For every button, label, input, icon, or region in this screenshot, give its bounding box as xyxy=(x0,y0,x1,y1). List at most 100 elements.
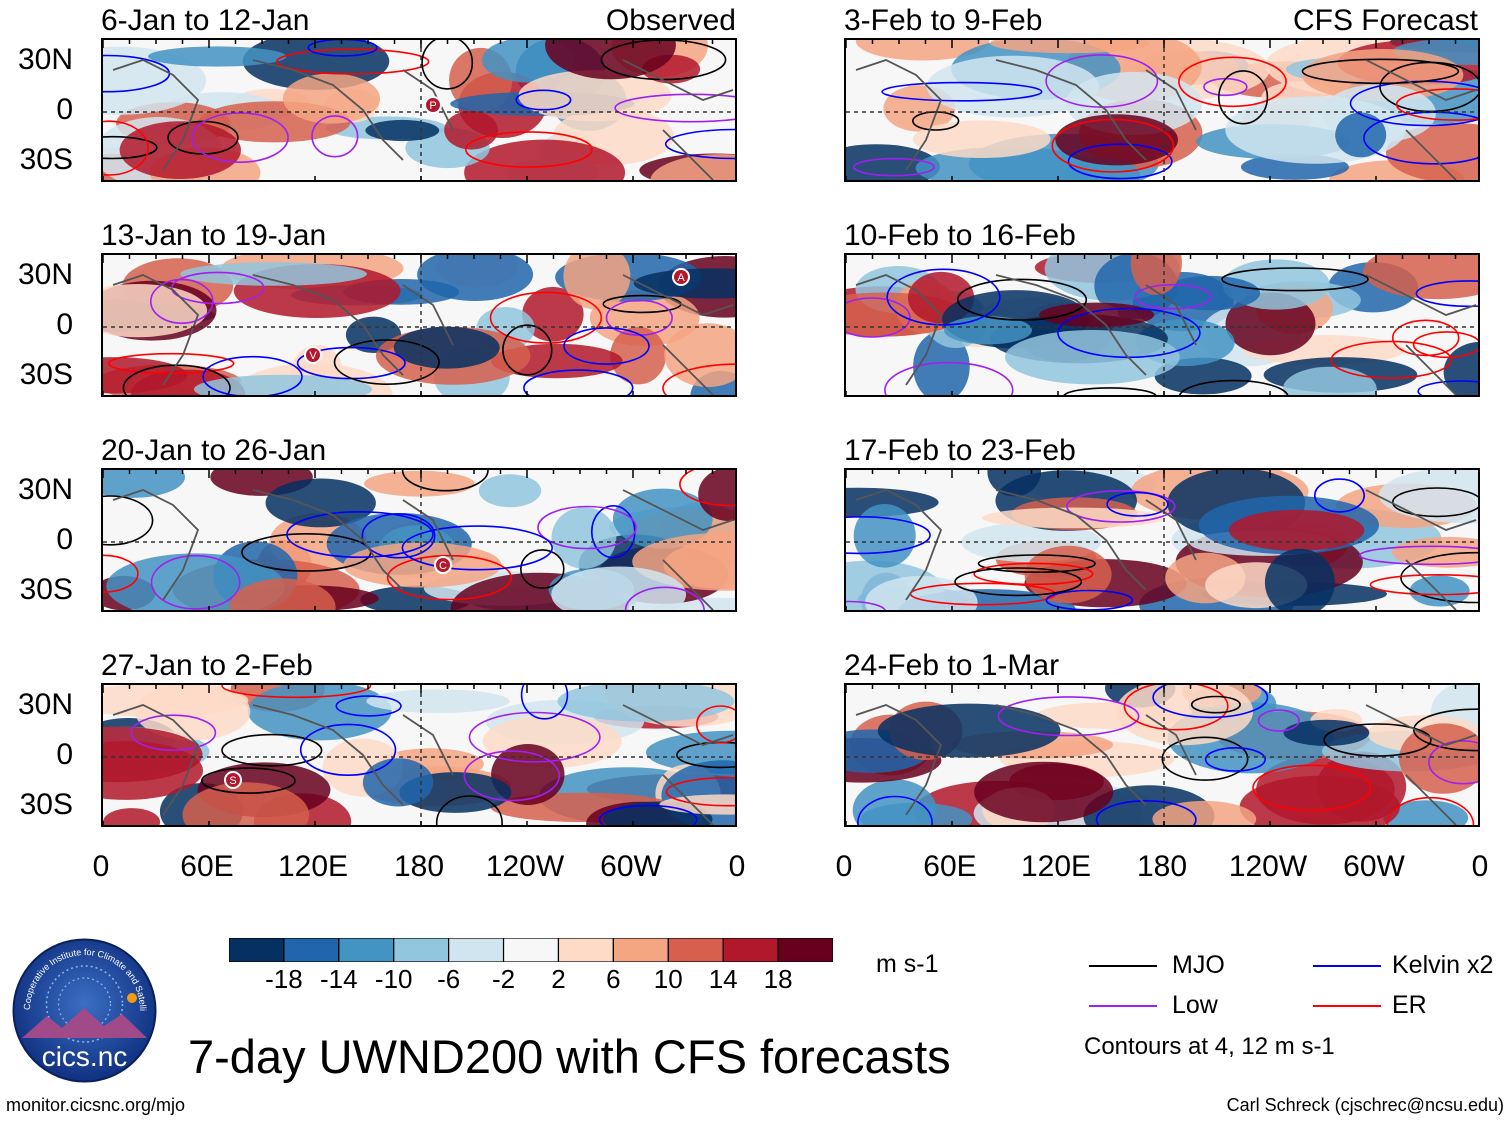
map-panel: S xyxy=(101,683,737,827)
colorbar-tick-label: 2 xyxy=(551,964,566,994)
wind-anomaly-blob xyxy=(698,470,735,521)
lon-tick-label: 60W xyxy=(600,850,662,883)
contour-line xyxy=(1252,764,1372,812)
wind-anomaly-blob xyxy=(1154,357,1252,395)
contour-note: Contours at 4, 12 m s-1 xyxy=(1084,1033,1335,1060)
wind-anomaly-blob xyxy=(135,685,251,741)
contour-line xyxy=(130,714,217,752)
wind-anomaly-blob xyxy=(229,578,336,610)
footer-credit: Carl Schreck (cjschrec@ncsu.edu) xyxy=(1226,1095,1504,1115)
map-panel: C xyxy=(101,468,737,612)
contour-line xyxy=(200,767,296,794)
storm-marker: C xyxy=(434,556,452,574)
wind-anomaly-blob xyxy=(563,255,631,310)
coastline xyxy=(112,274,734,395)
wind-anomaly-blob xyxy=(982,507,1165,529)
lon-tick-label: 0 xyxy=(1471,850,1489,883)
contour-line xyxy=(401,470,489,492)
coastline xyxy=(855,59,1477,180)
wind-anomaly-blob xyxy=(180,262,367,286)
colorbar-tick-label: 18 xyxy=(763,964,793,994)
contour-line xyxy=(1095,800,1197,825)
coastline xyxy=(855,489,1477,610)
logo-text: cics.nc xyxy=(42,1041,128,1072)
colorbar-tick-label: 6 xyxy=(606,964,621,994)
wind-anomaly-blob xyxy=(990,40,1150,54)
wind-anomaly-blob xyxy=(393,326,500,369)
contour-line xyxy=(679,470,735,507)
wind-anomaly-blob xyxy=(365,119,440,142)
contour-line xyxy=(1178,56,1287,108)
colorbar-swatch xyxy=(448,937,505,963)
wind-anomaly-blob xyxy=(366,689,510,713)
wind-anomaly-blob xyxy=(664,323,735,387)
lat-tick-label: 30N xyxy=(17,688,73,721)
lon-tick-label: 60E xyxy=(180,850,234,883)
wind-anomaly-blob xyxy=(557,685,735,722)
wind-anomaly-blob xyxy=(362,758,434,807)
wind-anomaly-blob xyxy=(1228,509,1365,551)
storm-marker-circle xyxy=(224,771,242,789)
wind-anomaly-blob xyxy=(247,685,392,741)
contour-line xyxy=(1391,319,1460,357)
colorbar-tick-label: -10 xyxy=(374,964,413,994)
wind-anomaly-blob xyxy=(282,73,381,124)
legend-label-low: Low xyxy=(1172,991,1218,1019)
contour-line xyxy=(286,510,434,559)
contour-line xyxy=(1218,70,1269,125)
legend-line-mjo xyxy=(1089,965,1157,967)
contour-line xyxy=(463,750,561,802)
panel-title-fc-2: 10-Feb to 16-Feb xyxy=(844,219,1076,252)
storm-marker-circle xyxy=(672,268,690,286)
contour-line xyxy=(202,355,303,395)
wind-anomaly-blob xyxy=(1055,114,1178,166)
coastline xyxy=(112,489,734,610)
legend-line-er xyxy=(1313,1005,1381,1007)
contour-line xyxy=(1204,747,1267,772)
forecast-label: CFS Forecast xyxy=(1292,4,1478,37)
legend-line-low xyxy=(1089,1005,1157,1007)
panel-title-fc-1: 3-Feb to 9-Feb xyxy=(844,4,1043,37)
wind-anomaly-blob xyxy=(1152,800,1257,825)
contour-line xyxy=(1313,478,1365,513)
contour-line xyxy=(886,268,1001,326)
storm-marker-label: C xyxy=(439,560,447,572)
lat-tick-label: 30N xyxy=(17,258,73,291)
colorbar-swatch xyxy=(612,937,669,963)
contour-line xyxy=(361,513,436,559)
cics-logo: Cooperative Institute for Climate and Sa… xyxy=(9,930,157,1083)
map-panel-svg: P xyxy=(103,40,735,180)
legend-label-mjo: MJO xyxy=(1172,951,1225,979)
storm-marker-circle xyxy=(424,96,442,114)
storm-marker-label: V xyxy=(309,350,317,362)
contour-line xyxy=(468,711,601,763)
coastline xyxy=(112,59,734,180)
contour-line xyxy=(523,369,634,395)
wind-anomaly-blob xyxy=(853,504,916,568)
map-panel-svg xyxy=(846,40,1478,180)
contour-line xyxy=(563,327,650,365)
contour-line xyxy=(662,363,735,395)
storm-marker-circle xyxy=(304,346,322,364)
wind-anomaly-blob xyxy=(1383,800,1469,825)
contour-line xyxy=(103,135,158,160)
storm-marker: P xyxy=(424,96,442,114)
colorbar-swatch xyxy=(228,937,285,963)
contour-line xyxy=(1106,491,1169,517)
map-panel-svg xyxy=(846,685,1478,825)
wind-anomaly-blob xyxy=(589,289,700,347)
storm-marker-label: S xyxy=(229,775,236,787)
contour-line xyxy=(846,516,931,555)
contour-line xyxy=(1152,685,1269,719)
contour-line xyxy=(1161,736,1249,781)
contour-line xyxy=(1386,796,1475,825)
lat-tick-label: 30N xyxy=(17,43,73,76)
contour-line xyxy=(1067,143,1173,180)
storm-marker: S xyxy=(224,771,242,789)
colorbar-tick-label: -18 xyxy=(265,964,303,994)
wind-anomaly-blob xyxy=(478,474,542,508)
wind-anomaly-blob xyxy=(926,55,1099,118)
contour-line xyxy=(1428,740,1478,785)
storm-marker: V xyxy=(304,346,322,364)
